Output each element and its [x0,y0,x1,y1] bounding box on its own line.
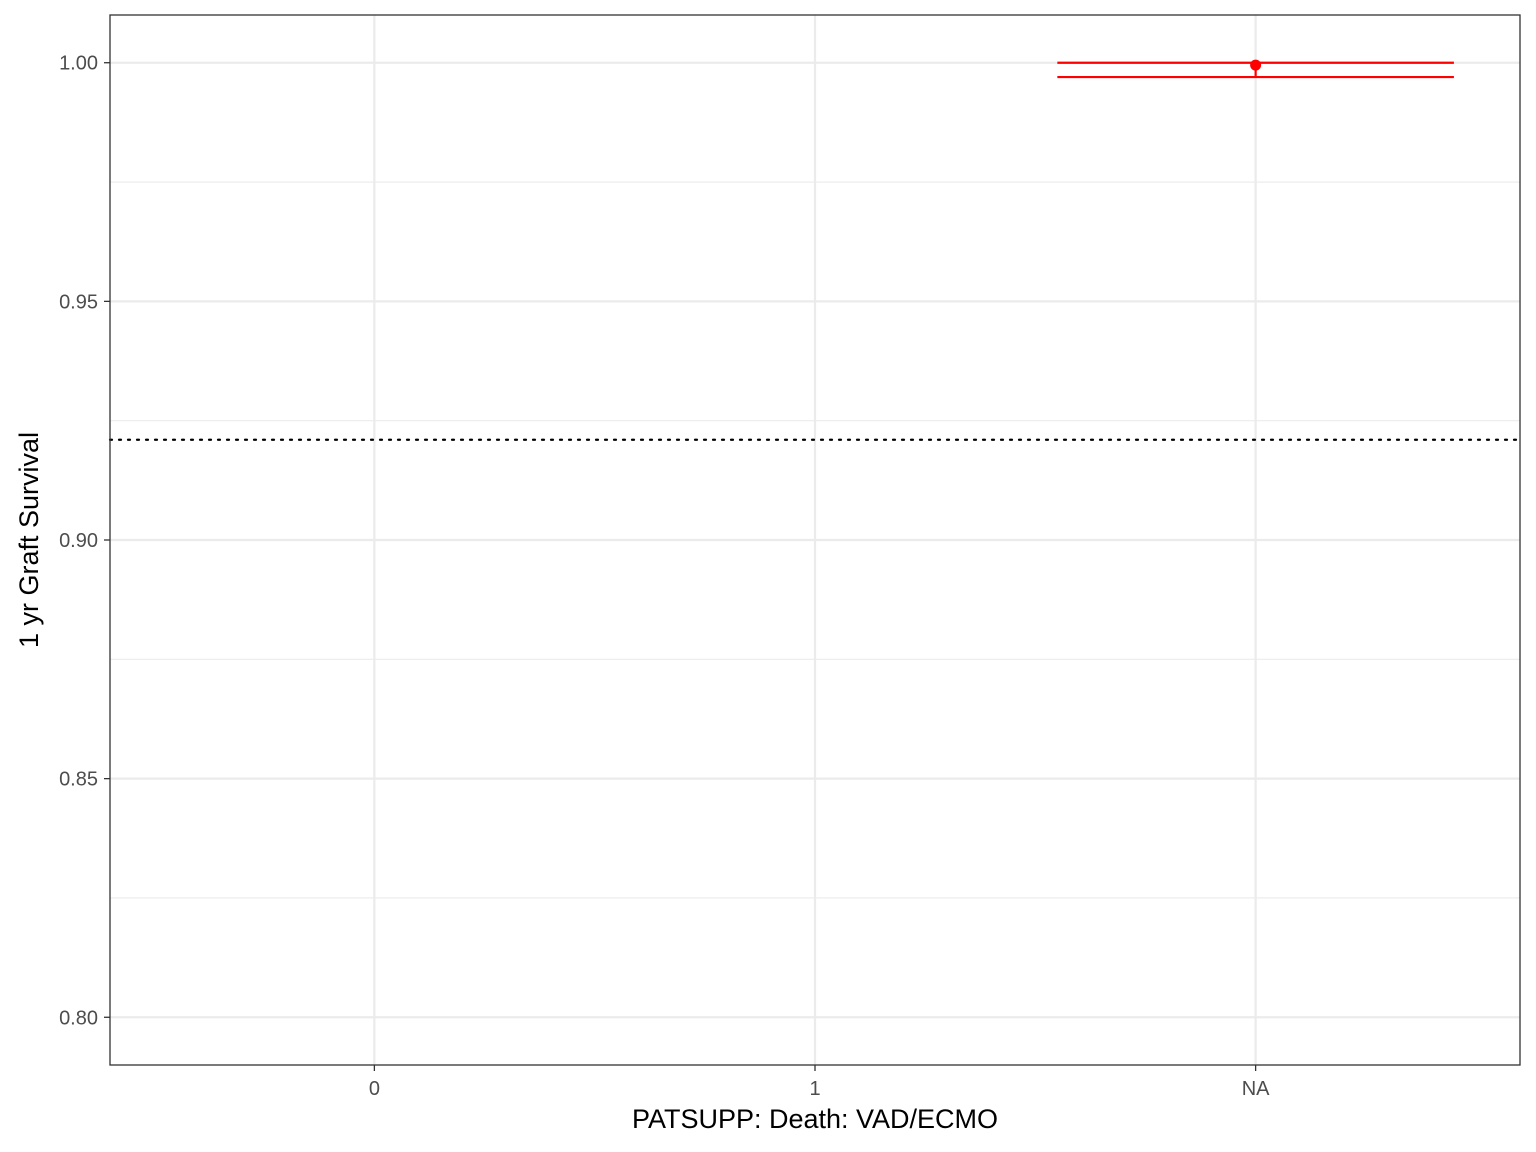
data-layer [1057,59,1454,79]
y-tick-label: 0.90 [59,530,98,552]
x-tick-labels: 0 1 NA [369,1078,1270,1100]
y-tick-label: 1.00 [59,53,98,75]
errorbar-NA [1057,59,1454,79]
point-estimate [1250,59,1262,71]
y-tick-labels: 0.80 0.85 0.90 0.95 1.00 [59,53,98,1030]
x-tick-label: 1 [809,1078,820,1100]
axis-ticks [104,62,1257,1071]
x-tick-label: NA [1242,1078,1270,1100]
x-axis-title: PATSUPP: Death: VAD/ECMO [632,1104,998,1134]
major-gridlines [110,15,1520,1065]
x-tick-label: 0 [369,1078,380,1100]
y-axis-title: 1 yr Graft Survival [14,432,44,648]
y-tick-label: 0.95 [59,291,98,313]
y-tick-label: 0.80 [59,1007,98,1029]
y-tick-label: 0.85 [59,769,98,791]
